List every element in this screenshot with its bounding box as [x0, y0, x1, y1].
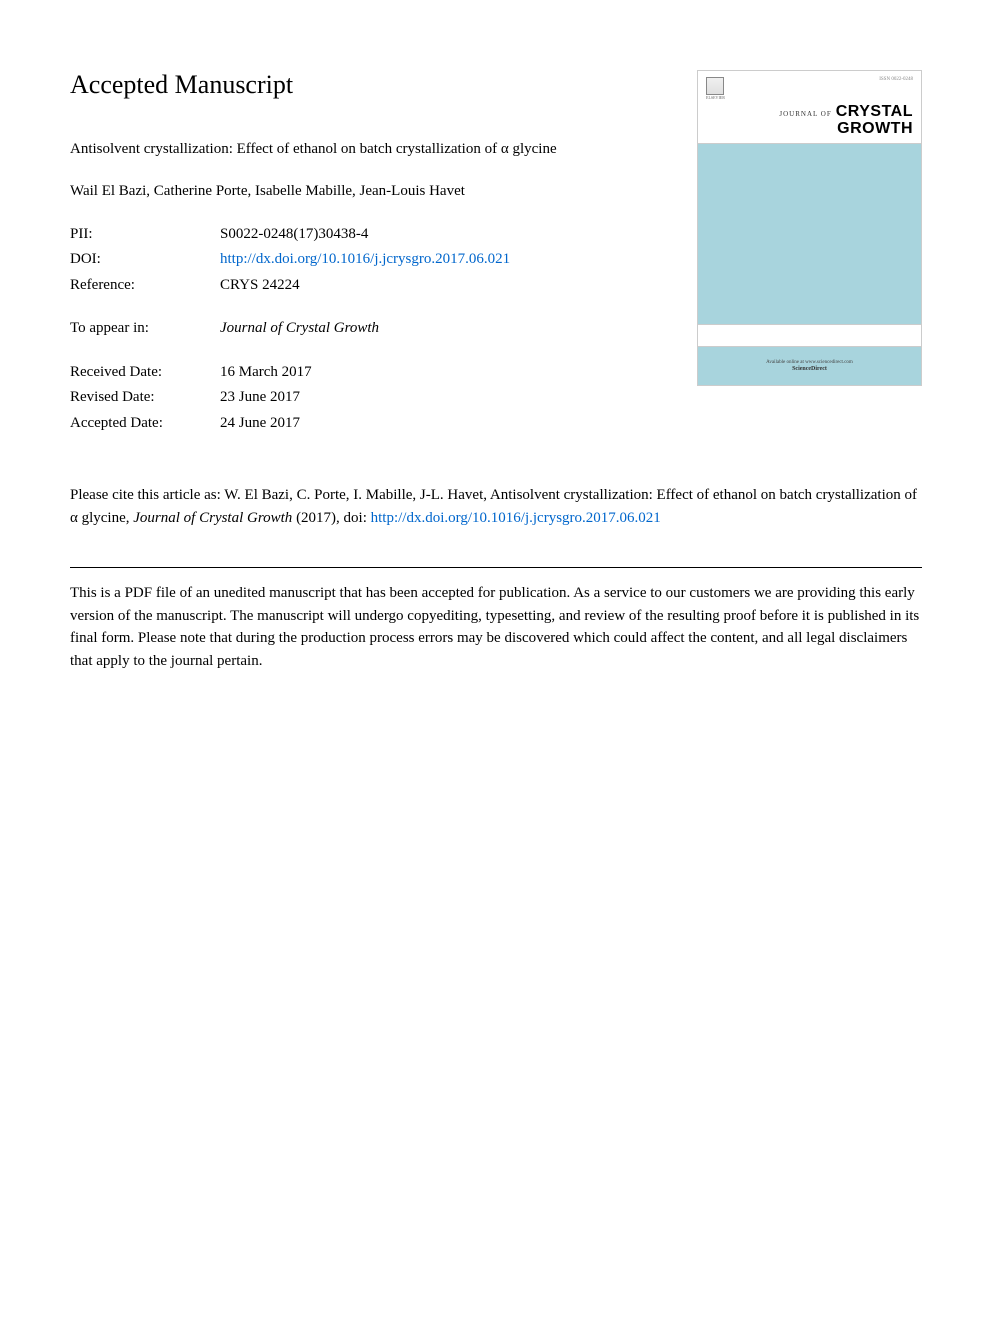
cover-header: ELSEVIER ISSN 0022-0248	[698, 71, 921, 103]
article-title: Antisolvent crystallization: Effect of e…	[70, 138, 677, 161]
elsevier-text: ELSEVIER	[706, 95, 724, 100]
metadata-row-toappear: To appear in: Journal of Crystal Growth	[70, 316, 677, 342]
citation-year: (2017), doi:	[292, 510, 370, 526]
elsevier-logo-icon: ELSEVIER	[706, 77, 724, 99]
revised-value: 23 June 2017	[220, 385, 300, 411]
metadata-row-reference: Reference: CRYS 24224	[70, 273, 677, 299]
doi-link[interactable]: http://dx.doi.org/10.1016/j.jcrysgro.201…	[220, 247, 510, 273]
disclaimer-text: This is a PDF file of an unedited manusc…	[70, 582, 922, 672]
metadata-group-ids: PII: S0022-0248(17)30438-4 DOI: http://d…	[70, 222, 677, 299]
issn-text: ISSN 0022-0248	[879, 77, 913, 82]
header-section: Accepted Manuscript Antisolvent crystall…	[70, 70, 922, 454]
journal-name-crystal: CRYSTAL	[836, 103, 913, 120]
pii-value: S0022-0248(17)30438-4	[220, 222, 368, 248]
journal-of-label: JOURNAL OF	[779, 110, 831, 118]
journal-name-growth: GROWTH	[706, 121, 913, 137]
metadata-row-received: Received Date: 16 March 2017	[70, 360, 677, 386]
accepted-label: Accepted Date:	[70, 411, 220, 437]
reference-label: Reference:	[70, 273, 220, 299]
citation-text: Please cite this article as: W. El Bazi,…	[70, 484, 922, 529]
citation-doi-link[interactable]: http://dx.doi.org/10.1016/j.jcrysgro.201…	[371, 510, 661, 526]
cover-sciencedirect: ScienceDirect	[792, 366, 827, 372]
metadata-group-appear: To appear in: Journal of Crystal Growth	[70, 316, 677, 342]
cover-white-band	[698, 325, 921, 347]
received-label: Received Date:	[70, 360, 220, 386]
left-column: Accepted Manuscript Antisolvent crystall…	[70, 70, 697, 454]
doi-label: DOI:	[70, 247, 220, 273]
metadata-group-dates: Received Date: 16 March 2017 Revised Dat…	[70, 360, 677, 437]
manuscript-heading: Accepted Manuscript	[70, 70, 677, 100]
journal-title-block: JOURNAL OF CRYSTAL GROWTH	[698, 103, 921, 143]
cover-blue-block	[698, 143, 921, 325]
received-value: 16 March 2017	[220, 360, 312, 386]
toappear-label: To appear in:	[70, 316, 220, 342]
metadata-row-revised: Revised Date: 23 June 2017	[70, 385, 677, 411]
metadata-row-doi: DOI: http://dx.doi.org/10.1016/j.jcrysgr…	[70, 247, 677, 273]
citation-journal: Journal of Crystal Growth	[133, 510, 292, 526]
accepted-value: 24 June 2017	[220, 411, 300, 437]
cover-footer: Available online at www.sciencedirect.co…	[698, 347, 921, 385]
journal-cover-thumbnail: ELSEVIER ISSN 0022-0248 JOURNAL OF CRYST…	[697, 70, 922, 386]
section-divider	[70, 567, 922, 568]
revised-label: Revised Date:	[70, 385, 220, 411]
elsevier-tree-icon	[706, 77, 724, 95]
toappear-value: Journal of Crystal Growth	[220, 316, 379, 342]
reference-value: CRYS 24224	[220, 273, 300, 299]
pii-label: PII:	[70, 222, 220, 248]
authors-list: Wail El Bazi, Catherine Porte, Isabelle …	[70, 183, 677, 200]
metadata-row-accepted: Accepted Date: 24 June 2017	[70, 411, 677, 437]
metadata-row-pii: PII: S0022-0248(17)30438-4	[70, 222, 677, 248]
metadata-table: PII: S0022-0248(17)30438-4 DOI: http://d…	[70, 222, 677, 437]
